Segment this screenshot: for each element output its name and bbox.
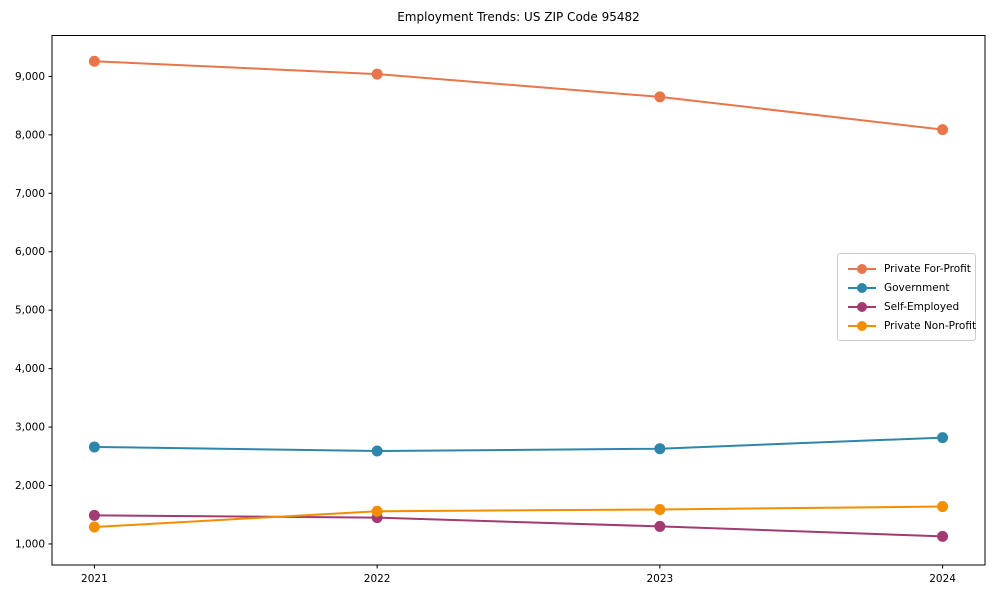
series-marker-government	[937, 432, 949, 444]
series-marker-self-employed	[88, 509, 100, 521]
legend-label: Government	[884, 281, 950, 294]
series-marker-self-employed	[937, 530, 949, 542]
x-axis-tick-label: 2021	[81, 573, 108, 585]
series-marker-government	[371, 445, 383, 457]
series-marker-private-for-profit	[654, 91, 666, 103]
y-axis-tick-label: 1,000	[15, 538, 45, 550]
legend-item-private-non-profit: Private Non-Profit	[846, 316, 976, 335]
legend: Private For-Profit Government Self-Employe…	[837, 253, 976, 341]
y-axis-tick-label: 5,000	[15, 305, 45, 317]
legend-item-government: Government	[846, 278, 967, 297]
series-marker-private-for-profit	[937, 124, 949, 136]
x-axis-tick-label: 2022	[364, 573, 391, 585]
y-axis-tick-label: 7,000	[15, 188, 45, 200]
y-axis-tick-label: 8,000	[15, 129, 45, 141]
y-axis-tick-label: 9,000	[15, 71, 45, 83]
series-marker-private-non-profit	[937, 501, 949, 513]
y-axis-tick-label: 4,000	[15, 363, 45, 375]
series-line-private-non-profit	[94, 505, 943, 529]
series-line-self-employed	[94, 514, 943, 538]
series-marker-self-employed	[654, 520, 666, 532]
legend-line-sample-private-for-profit	[848, 263, 876, 274]
legend-label: Self-Employed	[884, 300, 960, 313]
y-axis-tick-label: 3,000	[15, 422, 45, 434]
series-line-private-for-profit	[94, 60, 943, 131]
plot-area-border	[51, 35, 986, 566]
series-marker-private-non-profit	[371, 505, 383, 517]
series-line-government	[94, 436, 943, 453]
legend-item-private-for-profit: Private For-Profit	[846, 259, 971, 278]
x-axis-tick-label: 2023	[646, 573, 673, 585]
legend-label: Private For-Profit	[884, 262, 971, 275]
y-axis-tick-label: 2,000	[15, 480, 45, 492]
chart-title: Employment Trends: US ZIP Code 95482	[397, 10, 640, 24]
series-marker-private-for-profit	[371, 68, 383, 80]
legend-line-sample-self-employed	[848, 301, 876, 312]
series-marker-private-non-profit	[88, 521, 100, 533]
legend-line-sample-private-non-profit	[848, 320, 876, 331]
series-marker-private-non-profit	[654, 503, 666, 515]
legend-line-sample-government	[848, 282, 876, 293]
legend-item-self-employed: Self-Employed	[846, 297, 967, 316]
series-marker-government	[654, 443, 666, 455]
y-axis-tick-label: 6,000	[15, 246, 45, 258]
series-marker-private-for-profit	[88, 55, 100, 67]
legend-label: Private Non-Profit	[884, 319, 977, 332]
x-axis-tick-label: 2024	[929, 573, 956, 585]
series-marker-government	[88, 441, 100, 453]
